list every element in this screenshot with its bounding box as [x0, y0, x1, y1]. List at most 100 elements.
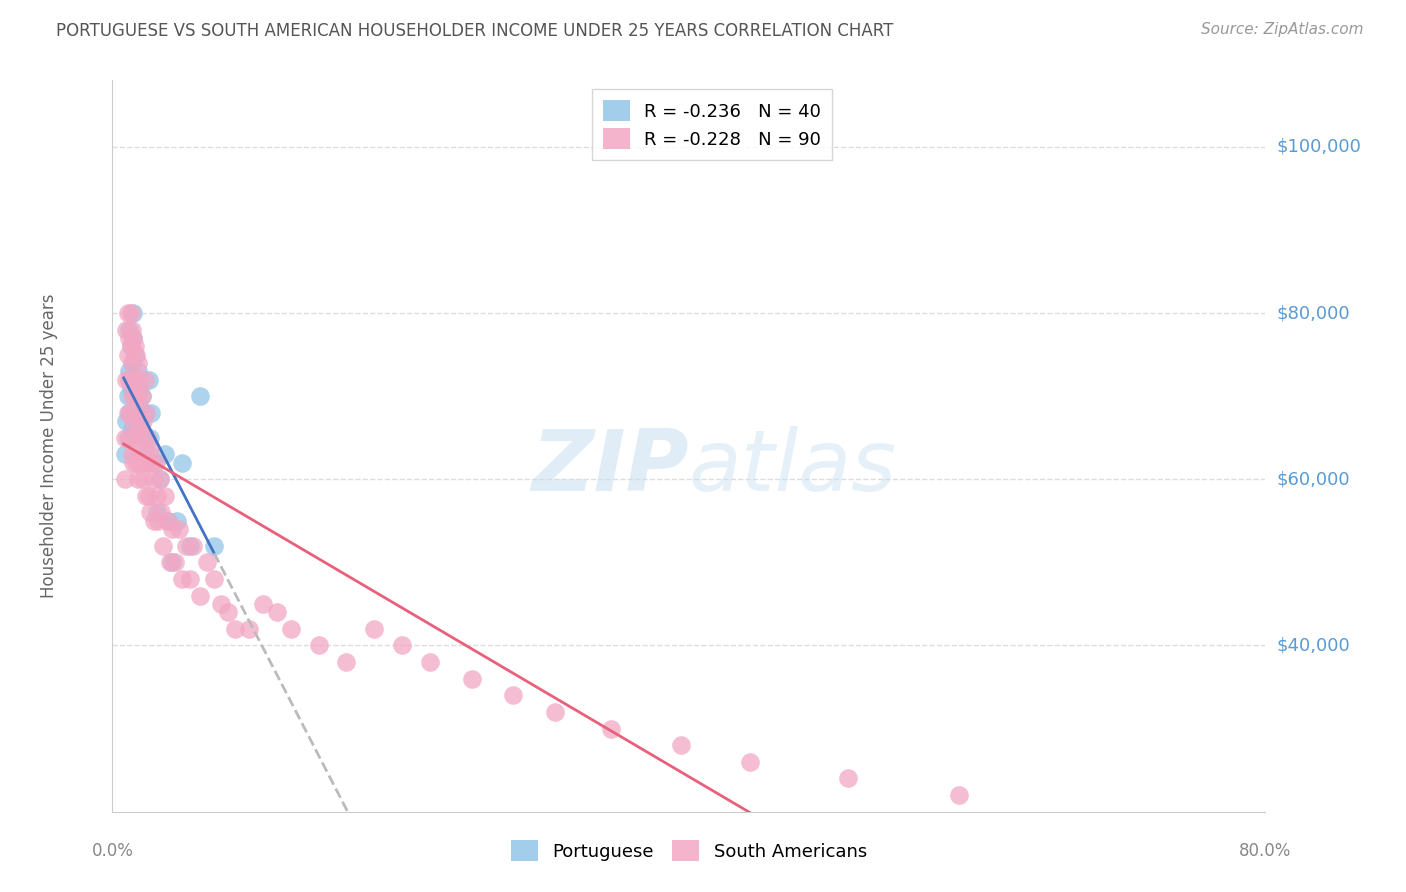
- Point: [148, 514, 170, 528]
- Point: [124, 339, 146, 353]
- Point: [740, 755, 762, 769]
- Point: [118, 331, 141, 345]
- Text: $60,000: $60,000: [1277, 470, 1350, 488]
- Legend: Portuguese, South Americans: Portuguese, South Americans: [503, 833, 875, 869]
- Point: [141, 406, 163, 420]
- Point: [166, 514, 188, 528]
- Point: [209, 597, 232, 611]
- Point: [141, 456, 163, 470]
- Point: [181, 539, 204, 553]
- Point: [159, 555, 181, 569]
- Point: [131, 456, 153, 470]
- Point: [165, 555, 187, 569]
- Point: [135, 489, 157, 503]
- Point: [124, 389, 146, 403]
- Point: [202, 572, 225, 586]
- Point: [120, 406, 142, 420]
- Point: [162, 522, 184, 536]
- Point: [125, 389, 148, 403]
- Point: [132, 472, 155, 486]
- Point: [120, 339, 142, 353]
- Point: [149, 472, 172, 486]
- Point: [669, 738, 692, 752]
- Point: [544, 705, 567, 719]
- Point: [162, 555, 184, 569]
- Point: [149, 472, 172, 486]
- Point: [135, 406, 157, 420]
- Text: Householder Income Under 25 years: Householder Income Under 25 years: [39, 293, 58, 599]
- Point: [461, 672, 484, 686]
- Text: 0.0%: 0.0%: [91, 842, 134, 860]
- Text: $80,000: $80,000: [1277, 304, 1350, 322]
- Point: [114, 447, 136, 461]
- Text: Source: ZipAtlas.com: Source: ZipAtlas.com: [1201, 22, 1364, 37]
- Point: [146, 489, 169, 503]
- Point: [117, 406, 139, 420]
- Point: [121, 356, 143, 370]
- Point: [138, 447, 160, 461]
- Point: [118, 406, 141, 420]
- Point: [127, 472, 149, 486]
- Point: [948, 788, 970, 802]
- Point: [114, 472, 136, 486]
- Point: [202, 539, 225, 553]
- Point: [134, 372, 156, 386]
- Point: [122, 306, 145, 320]
- Point: [146, 506, 169, 520]
- Point: [117, 431, 139, 445]
- Point: [129, 414, 152, 428]
- Point: [195, 555, 218, 569]
- Point: [127, 356, 149, 370]
- Point: [335, 655, 357, 669]
- Point: [150, 506, 173, 520]
- Point: [127, 389, 149, 403]
- Point: [118, 323, 141, 337]
- Point: [122, 372, 145, 386]
- Point: [129, 406, 152, 420]
- Point: [115, 323, 138, 337]
- Point: [136, 431, 159, 445]
- Point: [121, 323, 143, 337]
- Point: [122, 456, 145, 470]
- Point: [118, 364, 141, 378]
- Point: [217, 605, 239, 619]
- Point: [600, 722, 623, 736]
- Point: [155, 447, 177, 461]
- Point: [124, 406, 146, 420]
- Point: [115, 372, 138, 386]
- Point: [134, 406, 156, 420]
- Point: [132, 414, 155, 428]
- Point: [172, 456, 194, 470]
- Point: [128, 422, 150, 436]
- Point: [172, 572, 194, 586]
- Point: [118, 431, 141, 445]
- Point: [363, 622, 385, 636]
- Point: [121, 422, 143, 436]
- Point: [157, 514, 180, 528]
- Point: [127, 397, 149, 411]
- Point: [837, 772, 859, 786]
- Text: atlas: atlas: [689, 426, 897, 509]
- Point: [121, 356, 143, 370]
- Point: [132, 431, 155, 445]
- Point: [179, 572, 201, 586]
- Point: [131, 389, 153, 403]
- Point: [117, 306, 139, 320]
- Point: [131, 389, 153, 403]
- Point: [127, 431, 149, 445]
- Point: [252, 597, 274, 611]
- Point: [127, 364, 149, 378]
- Point: [308, 639, 330, 653]
- Point: [117, 389, 139, 403]
- Point: [128, 381, 150, 395]
- Point: [135, 447, 157, 461]
- Point: [124, 372, 146, 386]
- Point: [188, 589, 211, 603]
- Point: [115, 414, 138, 428]
- Point: [120, 381, 142, 395]
- Point: [124, 439, 146, 453]
- Text: ZIP: ZIP: [531, 426, 689, 509]
- Point: [174, 539, 197, 553]
- Point: [125, 389, 148, 403]
- Point: [122, 414, 145, 428]
